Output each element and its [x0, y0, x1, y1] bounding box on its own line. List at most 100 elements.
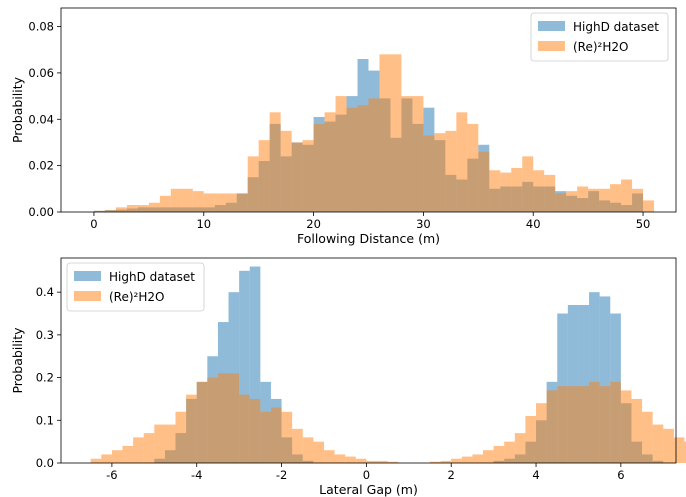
- bar: [302, 140, 314, 212]
- bar: [313, 123, 325, 212]
- bar: [632, 188, 644, 212]
- bar: [101, 454, 112, 463]
- bar: [387, 461, 399, 463]
- legend-frame: [66, 262, 205, 312]
- bar: [588, 188, 600, 212]
- bar: [500, 172, 512, 212]
- bar: [599, 386, 611, 463]
- x-tick-label: 2: [448, 468, 455, 482]
- bar: [451, 458, 462, 463]
- bar: [148, 202, 160, 212]
- bar: [544, 174, 556, 212]
- x-axis-label: Lateral Gap (m): [319, 482, 418, 497]
- bar: [181, 188, 193, 212]
- bar: [111, 450, 123, 463]
- bar: [143, 433, 155, 463]
- bar: [228, 373, 240, 463]
- bar: [203, 193, 215, 212]
- bar: [269, 112, 281, 212]
- bar: [239, 270, 250, 463]
- y-tick-label: 0.2: [36, 371, 54, 385]
- bar: [567, 386, 579, 463]
- bar: [472, 454, 484, 463]
- bar: [489, 170, 501, 212]
- x-tick-label: -4: [191, 468, 202, 482]
- axes-frame: [60, 257, 677, 464]
- bar: [684, 441, 686, 463]
- bar: [323, 450, 335, 463]
- bar: [207, 377, 218, 463]
- y-tick-label: 0.06: [28, 66, 54, 80]
- x-tick-label: 0: [90, 217, 97, 231]
- bar: [511, 167, 523, 212]
- bar: [536, 403, 547, 463]
- bar: [379, 54, 391, 213]
- bar: [164, 424, 176, 463]
- bar: [652, 424, 664, 463]
- x-tick-label: -6: [106, 468, 117, 482]
- y-tick-label: 0.4: [36, 285, 54, 299]
- x-tick-label: 30: [416, 217, 431, 231]
- bar: [345, 456, 356, 463]
- y-tick-label: 0.02: [28, 159, 54, 173]
- bar: [324, 112, 336, 212]
- bar: [115, 207, 127, 212]
- bar: [461, 456, 473, 463]
- bar: [159, 195, 171, 212]
- bar: [566, 191, 578, 212]
- x-axis-label: Following Distance (m): [297, 231, 440, 246]
- bar: [214, 193, 226, 212]
- bar: [578, 386, 590, 463]
- bar: [412, 96, 424, 212]
- y-axis-label: Probability: [10, 76, 25, 143]
- bar: [104, 210, 116, 212]
- bar: [270, 407, 282, 463]
- bar: [430, 461, 441, 463]
- bar: [522, 156, 534, 212]
- y-tick-label: 0.3: [36, 328, 54, 342]
- bar: [217, 373, 229, 463]
- bar: [599, 188, 611, 212]
- bar: [620, 390, 632, 463]
- bar: [126, 205, 138, 212]
- legend-label: (Re)²H2O: [109, 290, 164, 304]
- following-distance-chart: 0 10 20 30 40 50 0.00 0.02 0.04 0.06 0.08 Following…: [10, 7, 677, 246]
- bar: [567, 304, 579, 463]
- legend-label: HighD dataset: [573, 20, 659, 34]
- y-tick-label: 0.1: [36, 413, 54, 427]
- bar: [546, 390, 558, 463]
- bar: [313, 441, 324, 463]
- y-axis-label: Probability: [10, 327, 25, 394]
- bar: [281, 411, 293, 463]
- x-tick-label: 10: [196, 217, 211, 231]
- bar: [280, 130, 292, 212]
- bar: [631, 398, 643, 463]
- bar: [390, 54, 402, 213]
- bar: [302, 437, 314, 463]
- bar: [175, 411, 187, 463]
- bar: [555, 193, 567, 212]
- bar: [504, 441, 515, 463]
- legend: HighD dataset (Re)²H2O: [66, 262, 205, 312]
- bar: [137, 205, 149, 212]
- bar: [192, 191, 204, 212]
- bar: [577, 186, 589, 212]
- legend-label: HighD dataset: [109, 270, 195, 284]
- bar: [483, 450, 494, 463]
- bar: [122, 445, 134, 463]
- x-tick-label: 6: [617, 468, 624, 482]
- bar: [533, 170, 545, 212]
- bar: [292, 428, 303, 463]
- axes-frame: [60, 7, 677, 213]
- legend-swatch: [538, 41, 565, 51]
- y-tick-label: 0.04: [28, 112, 54, 126]
- bar: [133, 437, 144, 463]
- lateral-gap-chart: -6 -4 -2 0 2 4 6 0.0 0.1 0.2 0.3 0.4 Lateral Gap (m)…: [10, 257, 686, 497]
- bar: [366, 460, 377, 463]
- bar: [642, 411, 653, 463]
- bar: [478, 151, 490, 212]
- bar: [260, 411, 271, 463]
- y-tick-label: 0.00: [28, 205, 54, 219]
- bar: [93, 210, 105, 212]
